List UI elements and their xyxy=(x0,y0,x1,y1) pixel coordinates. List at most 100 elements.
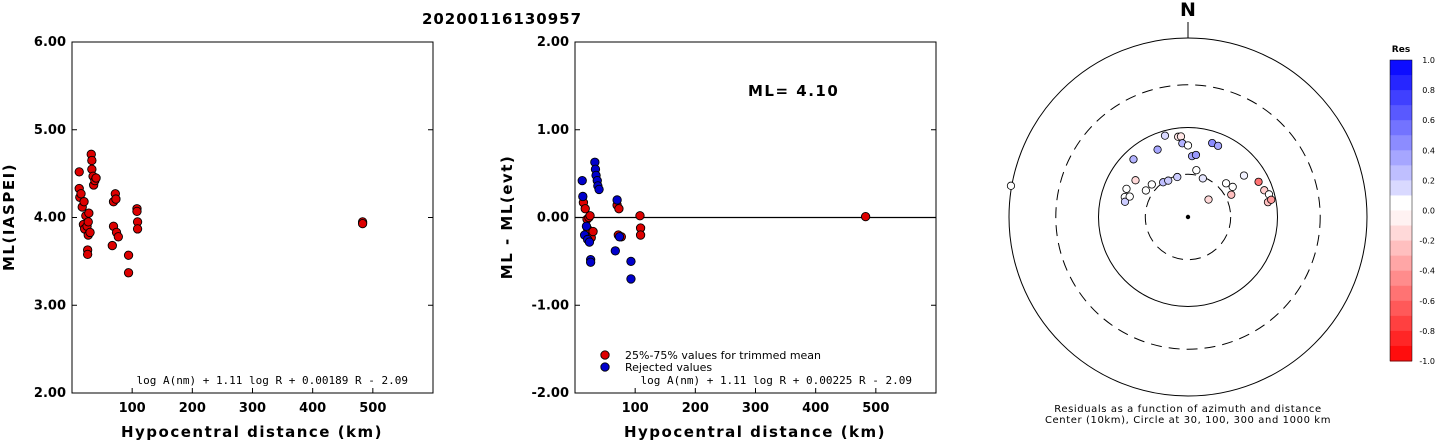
colorbar-band xyxy=(1390,330,1412,347)
data-point xyxy=(87,155,97,166)
station-marker xyxy=(1006,181,1016,190)
colorbar-band xyxy=(1390,105,1412,121)
station-marker xyxy=(1164,176,1173,185)
colorbar-tick-label: -0.6 xyxy=(1419,297,1435,306)
x-axis-label: Hypocentral distance (km) xyxy=(121,423,383,441)
x-tick-label: 200 xyxy=(179,401,206,416)
colorbar xyxy=(1389,59,1413,362)
legend-marker-rejected xyxy=(600,362,610,372)
station-marker xyxy=(1228,182,1237,191)
data-point xyxy=(626,256,636,267)
station-marker xyxy=(1153,145,1162,154)
station-marker xyxy=(1221,179,1231,188)
colorbar-band xyxy=(1390,60,1412,76)
station-marker xyxy=(1192,166,1201,175)
event-id-title: 20200116130957 xyxy=(422,10,582,28)
x-tick-label: 100 xyxy=(119,401,146,416)
data-point xyxy=(79,197,89,207)
y-tick-label: -1.00 xyxy=(532,298,569,313)
distance-ring xyxy=(1098,127,1278,307)
y-tick-label: 2.00 xyxy=(537,35,569,50)
station-marker xyxy=(1183,141,1193,150)
y-tick-label: 5.00 xyxy=(34,123,66,138)
x-axis-ticks: 100 200 300 400 500 xyxy=(119,388,386,416)
station-marker xyxy=(1122,184,1131,193)
x-tick-label: 300 xyxy=(239,401,266,416)
station-marker xyxy=(1213,141,1223,150)
station-marker xyxy=(1131,176,1140,185)
data-point xyxy=(83,217,93,227)
station-marker xyxy=(1141,186,1150,195)
station-markers xyxy=(1006,131,1276,207)
data-point xyxy=(91,173,101,183)
x-tick-label: 500 xyxy=(359,401,386,416)
colorbar-band xyxy=(1390,270,1412,287)
station-marker xyxy=(1120,197,1130,206)
map-caption-line2: Center (10km), Circle at 30, 100, 300 an… xyxy=(1045,415,1331,426)
data-point xyxy=(614,232,625,242)
colorbar-tick-label: -1.0 xyxy=(1419,357,1435,366)
north-label: N xyxy=(1180,0,1196,21)
x-axis-ticks: 100 200 300 400 500 xyxy=(622,388,889,416)
distance-ring xyxy=(1055,84,1321,350)
station-marker xyxy=(1198,174,1207,183)
data-point xyxy=(76,189,86,199)
colorbar-band xyxy=(1390,285,1412,302)
x-tick-label: 500 xyxy=(862,401,889,416)
distance-ring xyxy=(1008,37,1368,397)
colorbar-band xyxy=(1390,135,1412,151)
station-marker xyxy=(1129,155,1138,164)
colorbar-tick-label: -0.8 xyxy=(1419,327,1435,336)
legend-marker-trimmed xyxy=(600,350,610,360)
data-point xyxy=(357,218,368,229)
y-tick-label: 4.00 xyxy=(34,211,66,226)
data-point xyxy=(626,274,636,284)
data-point xyxy=(612,195,622,205)
data-point xyxy=(123,250,134,260)
colorbar-tick-label: -0.4 xyxy=(1419,267,1435,276)
colorbar-band xyxy=(1390,195,1412,211)
data-point xyxy=(580,204,590,214)
x-tick-label: 100 xyxy=(622,401,649,416)
colorbar-tick-label: 0.0 xyxy=(1422,207,1435,216)
y-axis-label: ML - ML(evt) xyxy=(498,155,516,279)
colorbar-tick-label: 0.4 xyxy=(1422,146,1435,155)
data-point xyxy=(610,246,620,256)
data-point xyxy=(74,167,84,177)
data-point xyxy=(594,184,604,195)
legend-label-trimmed: 25%-75% values for trimmed mean xyxy=(625,349,821,362)
legend-label-rejected: Rejected values xyxy=(625,361,712,374)
residual-vs-distance-panel: 100 200 300 400 500 -2.00 -1.00 0.00 1.00 2.00 M… xyxy=(498,35,937,441)
colorbar-band xyxy=(1390,210,1412,227)
station-marker xyxy=(1227,190,1236,199)
colorbar-band xyxy=(1390,150,1412,166)
colorbar-band xyxy=(1390,165,1412,181)
data-points xyxy=(577,157,871,284)
y-axis-ticks: -2.00 -1.00 0.00 1.00 2.00 xyxy=(532,35,936,401)
colorbar-band xyxy=(1390,345,1412,362)
station-marker xyxy=(1191,150,1201,160)
ml-value-label: ML= 4.10 xyxy=(748,82,839,100)
station-marker xyxy=(1147,180,1156,189)
x-axis-label: Hypocentral distance (km) xyxy=(624,423,886,441)
data-point xyxy=(577,175,587,186)
colorbar-band xyxy=(1390,90,1412,106)
y-tick-label: 1.00 xyxy=(537,123,569,138)
y-axis-ticks: 2.00 3.00 4.00 5.00 6.00 xyxy=(34,35,433,401)
colorbar-band xyxy=(1390,255,1412,272)
y-axis-label: ML(IASPEI) xyxy=(0,163,18,271)
data-point xyxy=(123,268,134,278)
y-tick-label: -2.00 xyxy=(532,386,569,401)
x-tick-label: 200 xyxy=(682,401,709,416)
colorbar-tick-label: 0.8 xyxy=(1422,86,1435,95)
station-marker xyxy=(1239,171,1249,180)
colorbar-tick-label: 0.6 xyxy=(1422,116,1435,125)
colorbar-tick-labels: 1.0 0.8 0.6 0.4 0.2 0.0 -0.2 -0.4 -0.6 -0.8 -1.0 xyxy=(1419,56,1435,366)
formula-annotation: log A(nm) + 1.11 log R + 0.00225 R - 2.0… xyxy=(640,374,912,387)
map-caption-line1: Residuals as a function of azimuth and d… xyxy=(1054,404,1322,415)
data-point xyxy=(132,224,143,234)
distance-ring xyxy=(1144,173,1232,261)
data-point xyxy=(107,240,117,251)
plot-frame xyxy=(71,41,434,394)
